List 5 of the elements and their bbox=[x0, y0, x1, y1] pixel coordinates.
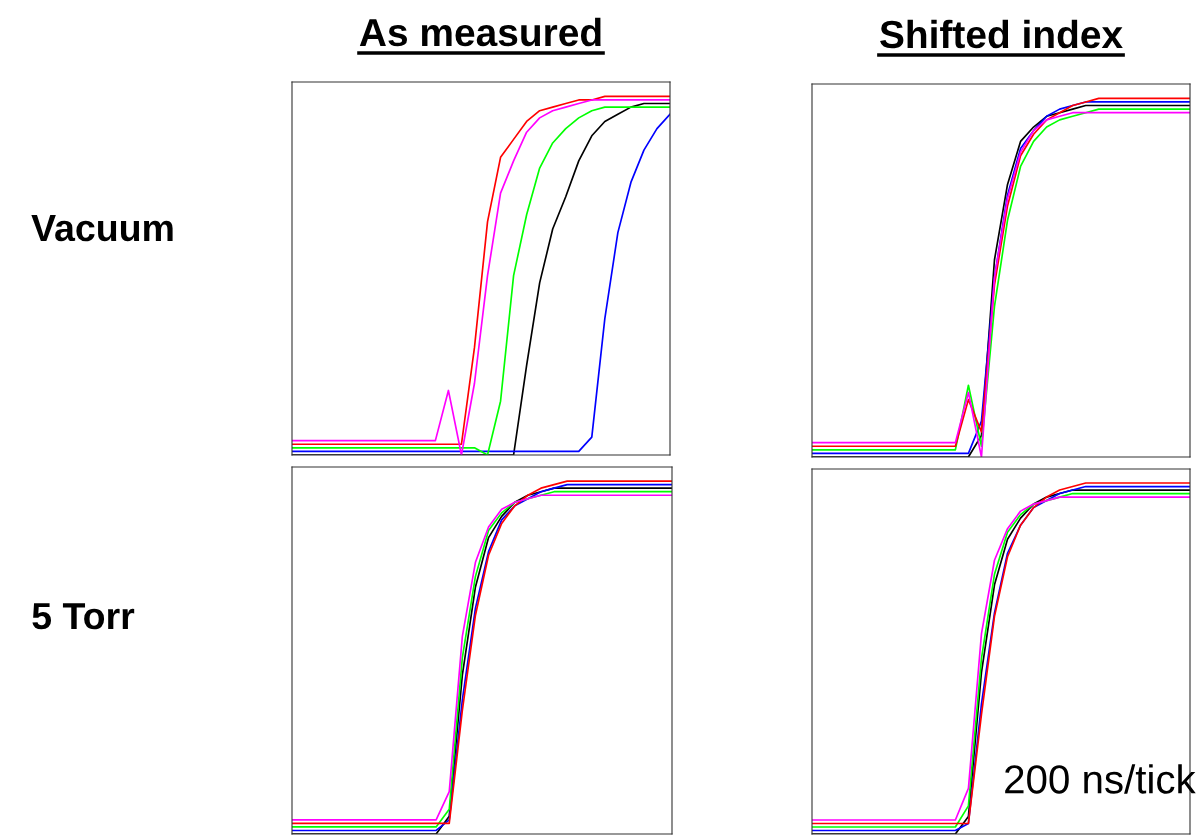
chart-title: Shifted index bbox=[880, 19, 1123, 49]
chart-title: As measured bbox=[359, 17, 601, 47]
annotation: 200 ns/tick bbox=[1005, 764, 1196, 794]
y-axis-title: Vacuum bbox=[31, 215, 173, 242]
y-axis-title: 5 Torr bbox=[32, 603, 135, 630]
